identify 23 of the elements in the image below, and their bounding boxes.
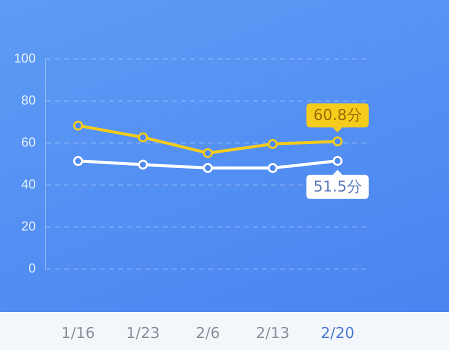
point [268,139,278,150]
point [138,160,148,170]
point [73,156,84,166]
x-tick-label: 2/20 [320,324,354,342]
x-tick-label: 2/6 [196,324,220,342]
point [138,132,148,142]
y-tick-label: 0 [28,260,36,276]
point [268,162,278,173]
data-label: 60.8分 [313,106,362,124]
point [202,148,213,158]
point [332,156,343,166]
x-tick-label: 2/13 [256,324,290,342]
y-tick-label: 100 [14,50,36,66]
point [73,120,84,131]
y-tick-label: 20 [21,218,36,234]
y-tick-label: 40 [21,176,36,192]
point [332,136,343,146]
x-tick-label: 1/23 [126,324,160,342]
point [202,162,213,173]
x-tick-label: 1/16 [61,324,95,342]
y-tick-label: 80 [21,92,36,108]
data-label: 51.5分 [313,178,362,196]
y-tick-label: 60 [21,134,36,150]
